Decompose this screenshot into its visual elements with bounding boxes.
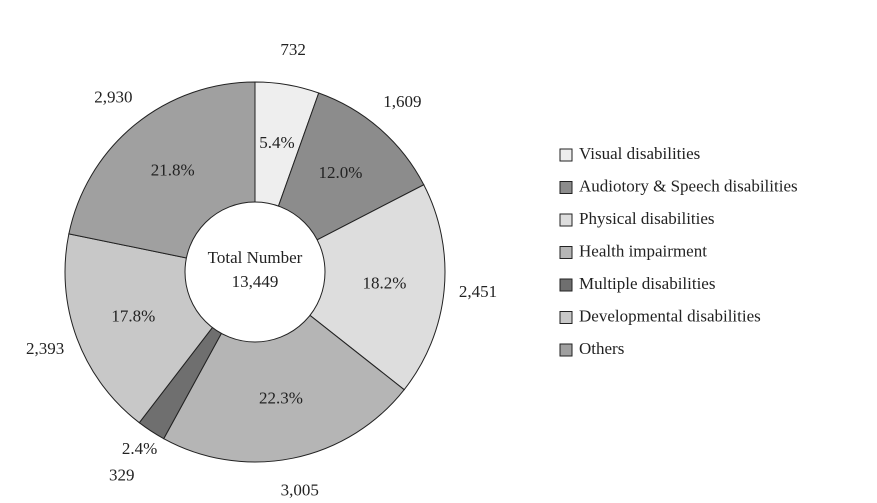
value-label: 732 [280,40,306,59]
percent-label: 22.3% [259,388,303,407]
legend-label: Visual disabilities [579,144,700,163]
donut-hole [184,201,326,343]
value-label: 329 [109,465,135,484]
value-label: 1,609 [383,92,421,111]
value-label: 2,393 [26,339,64,358]
legend-swatch [559,213,573,227]
legend-swatch [559,278,573,292]
percent-label: 21.8% [151,160,195,179]
legend-label: Physical disabilities [579,209,715,228]
slice [163,271,405,463]
legend-swatch [559,181,573,194]
percent-label: 18.2% [362,273,406,292]
legend-swatch [559,148,573,162]
slice [254,184,446,391]
center-label: Total Number [208,248,303,267]
legend-label: Others [579,339,624,358]
percent-label: 17.8% [111,307,155,326]
legend-swatch [559,311,573,324]
value-label: 2,930 [94,87,132,106]
value-label: 3,005 [281,480,319,499]
percent-label: 5.4% [259,133,294,152]
percent-label: 2.4% [122,439,157,458]
legend-label: Multiple disabilities [579,274,715,293]
center-total: 13,449 [232,272,279,291]
percent-label: 12.0% [318,163,362,182]
legend-swatch [559,343,573,357]
value-label: 2,451 [459,282,497,301]
legend-swatch [559,246,573,259]
legend-label: Developmental disabilities [579,306,761,325]
legend-label: Health impairment [579,241,707,260]
legend-label: Audiotory & Speech disabilities [579,176,798,195]
